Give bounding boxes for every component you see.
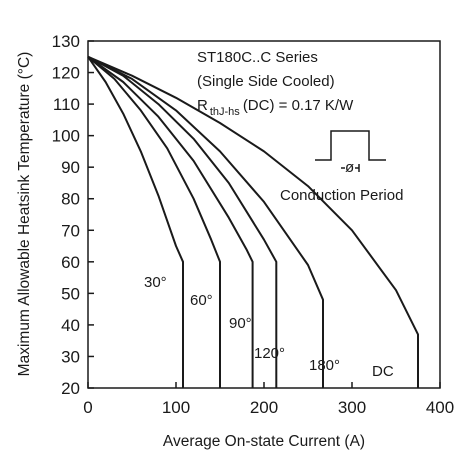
x-tick-label: 400 — [426, 398, 454, 417]
y-tick-label: 30 — [61, 347, 80, 366]
series-label-120: 120° — [254, 345, 285, 362]
y-tick-label: 40 — [61, 316, 80, 335]
series-label-60: 60° — [190, 292, 213, 309]
series-label-dc: DC — [372, 363, 394, 380]
y-tick-label: 120 — [52, 64, 80, 83]
series-label-180: 180° — [309, 357, 340, 374]
series-line-1 — [87, 56, 221, 388]
series-subtitle: (Single Side Cooled) — [197, 73, 335, 90]
x-tick-label: 200 — [250, 398, 278, 417]
x-ticks: 0 100 200 300 400 — [83, 382, 454, 417]
x-axis-title: Average On-state Current (A) — [163, 433, 365, 450]
series-title: ST180C..C Series — [197, 49, 318, 66]
plot-frame — [87, 40, 441, 389]
phi-symbol: ø — [345, 159, 354, 176]
y-tick-label: 80 — [61, 190, 80, 209]
y-tick-label: 90 — [61, 158, 80, 177]
y-ticks: 20 30 40 50 60 70 80 90 100 110 120 130 — [52, 32, 94, 398]
y-tick-label: 130 — [52, 32, 80, 51]
y-tick-label: 50 — [61, 284, 80, 303]
series-line-4 — [87, 55, 324, 388]
y-tick-label: 60 — [61, 253, 80, 272]
x-tick-label: 100 — [162, 398, 190, 417]
y-tick-label: 70 — [61, 221, 80, 240]
x-tick-label: 0 — [83, 398, 92, 417]
series-line-0 — [87, 56, 184, 388]
curves — [87, 55, 419, 388]
series-line-3 — [87, 55, 278, 388]
y-tick-label: 110 — [53, 95, 80, 114]
x-tick-label: 300 — [338, 398, 366, 417]
y-tick-label: 100 — [52, 127, 80, 146]
series-label-90: 90° — [229, 315, 252, 332]
series-line-5 — [87, 55, 419, 388]
conduction-waveform-icon — [315, 130, 386, 172]
y-axis-title: Maximum Allowable Heatsink Temperature (… — [16, 52, 33, 377]
conduction-period-label: Conduction Period — [280, 187, 403, 204]
series-line-2 — [87, 55, 254, 388]
y-tick-label: 20 — [61, 379, 80, 398]
series-label-30: 30° — [144, 274, 167, 291]
